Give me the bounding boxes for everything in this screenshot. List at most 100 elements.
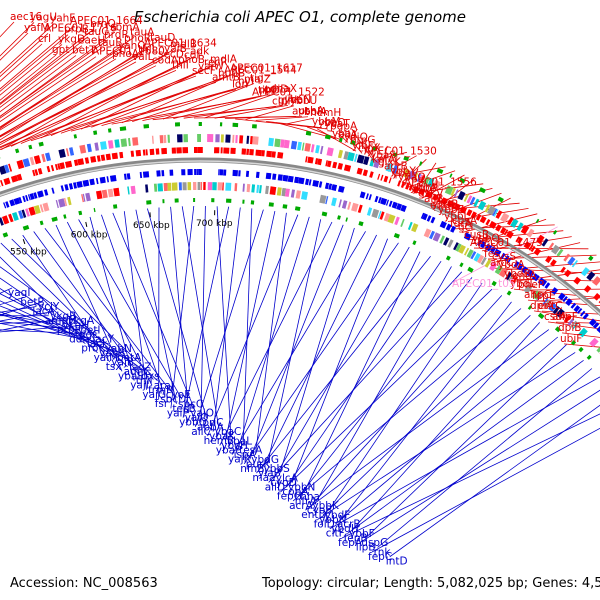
gene-label: ybbN [288,482,315,494]
feature-block [331,197,337,207]
feature-block [295,190,301,199]
feature-block [547,242,555,251]
tick-label: 600 kbp [71,231,108,241]
leader-line [231,231,366,455]
leader-line [0,37,135,130]
gene-label: phoB [178,54,205,66]
feature-block [475,214,482,221]
leader-line [0,28,95,104]
leader-line [11,238,158,382]
feature-block [377,210,382,219]
feature-block [28,144,33,150]
feature-block [427,178,435,187]
feature-block [182,147,189,154]
feature-block [242,199,245,204]
gene-label: copA [282,486,309,498]
feature-block [0,180,4,187]
leader-line [0,33,49,78]
feature-block [400,218,405,227]
feature-block [403,155,410,161]
feature-block [439,220,447,229]
feature-block [535,218,540,224]
leader-line [200,205,206,423]
feature-block [274,138,281,148]
feature-block [493,209,499,217]
leader-line [381,145,388,168]
feature-block [453,203,461,211]
feature-block [459,177,466,184]
leader-line [0,43,129,128]
gene-label: ybaE [118,370,144,382]
gene-label: pgpA [330,120,358,132]
feature-block [517,237,523,244]
feature-block [484,259,492,268]
feature-block [387,214,396,224]
gene-label: APEC01_1680 [92,46,165,58]
feature-block [65,160,73,168]
gene-label: secF [192,65,216,77]
leader-line [181,206,220,428]
feature-block [76,181,83,188]
feature-block [256,184,260,193]
feature-block [397,180,402,187]
feature-block [351,202,359,212]
gene-label: yahO [118,40,146,52]
feature-block [146,200,152,205]
feature-block [219,169,224,176]
gene-label: ybaQ [398,172,426,184]
feature-block [22,225,30,231]
feature-block [304,143,311,152]
feature-block [5,201,10,208]
feature-block [305,130,312,136]
feature-block [38,141,44,147]
feature-block [9,199,16,207]
gene-label: entF [430,200,453,212]
gene-label: ushA [298,105,325,117]
gene-label: amtB [212,71,240,83]
feature-block [405,183,410,190]
feature-block [392,152,398,157]
leader-line [212,207,241,432]
gene-label: ybaS [370,150,396,162]
leader-line [515,269,600,282]
gene-label: lacY [92,334,114,346]
feature-block [580,267,590,277]
feature-block [429,230,435,240]
leader-line [10,59,189,147]
feature-block [484,204,491,213]
feature-block [113,187,120,197]
gene-label: lon [232,79,248,91]
gene-label: yajO [190,408,214,420]
feature-block [440,197,448,205]
gene-label: allC [191,426,211,438]
feature-block [218,169,220,176]
feature-block [245,170,250,177]
leader-line [242,208,253,446]
feature-block [328,183,333,190]
gene-label: yafM [24,22,49,34]
feature-block [500,212,510,223]
feature-block [371,208,380,219]
feature-block [25,208,30,217]
feature-block [358,221,364,227]
feature-block [570,340,577,346]
gene-label: betI [80,324,100,336]
feature-block [325,196,329,205]
feature-block [580,310,586,317]
gene-label: proC [81,343,106,355]
feature-block [380,174,384,181]
feature-block [223,169,227,176]
feature-block [477,239,483,247]
leader-line [0,25,75,90]
leader-line [261,234,377,469]
feature-block [385,162,394,173]
feature-block [219,122,223,127]
feature-block [423,176,430,186]
gene-label: ybaO [318,117,346,129]
feature-block [337,185,345,193]
feature-block [78,210,83,216]
feature-block [430,216,436,224]
gene-label: ybbK [312,500,340,512]
feature-block [55,200,59,209]
leader-line [135,209,177,404]
